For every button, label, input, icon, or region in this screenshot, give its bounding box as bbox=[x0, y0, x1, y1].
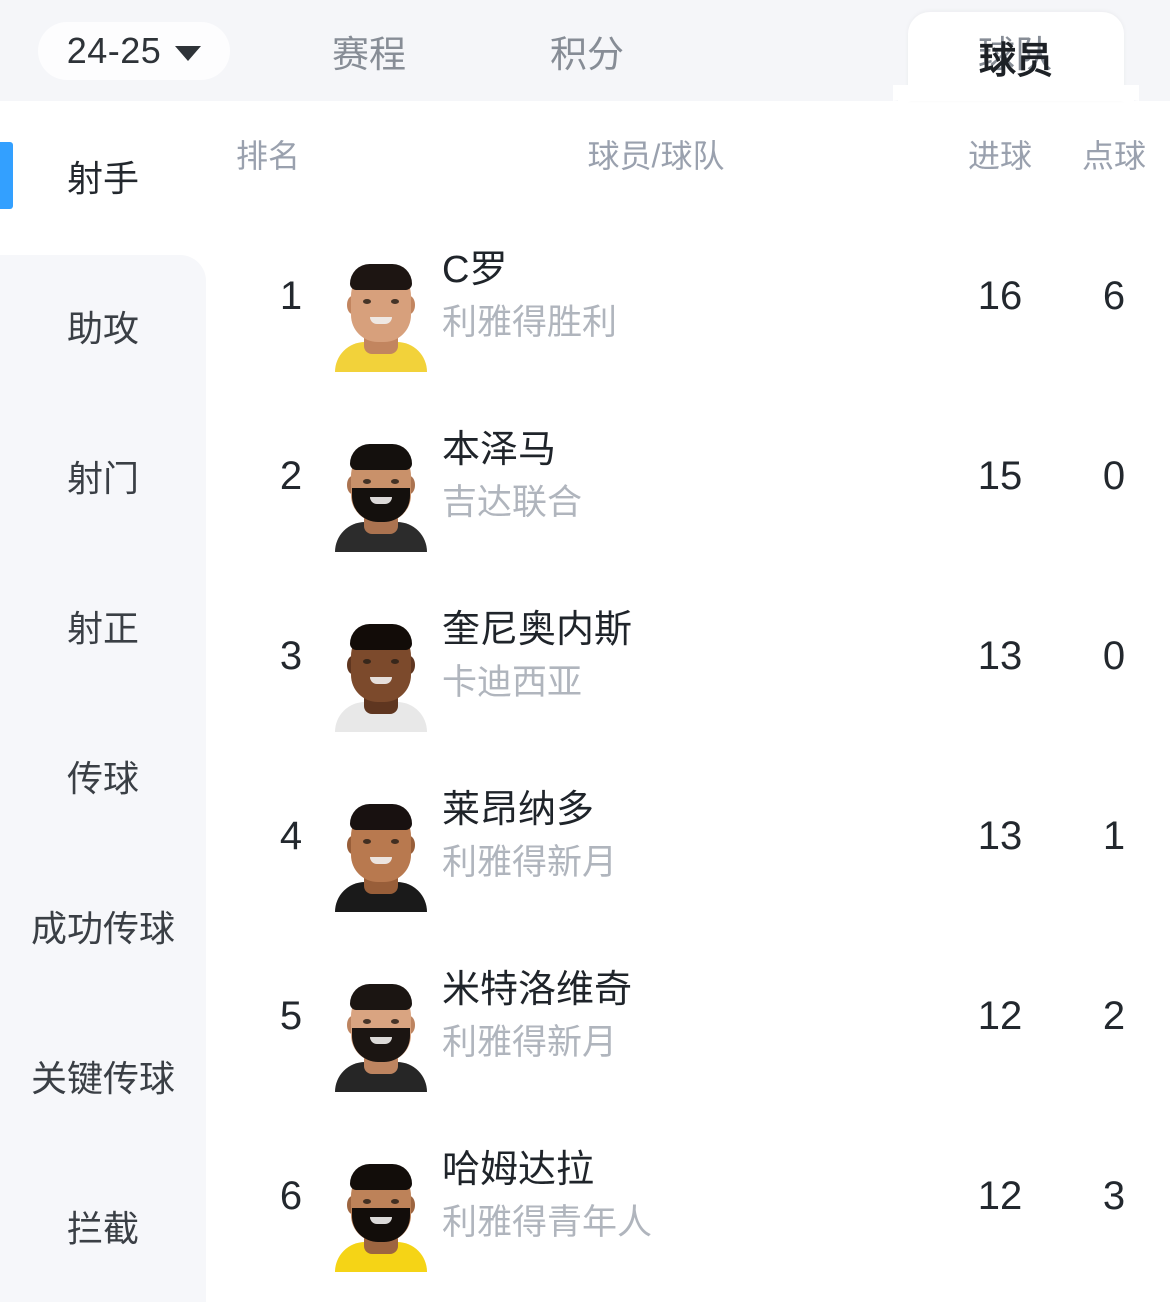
cell-goals: 16 bbox=[977, 273, 1023, 318]
cell-goals: 12 bbox=[977, 1173, 1023, 1218]
tab-bar: 赛程 积分 球员 球队 bbox=[258, 0, 1170, 101]
cell-goals: 13 bbox=[977, 633, 1023, 678]
sidebar-item-scorers[interactable]: 射手 bbox=[0, 101, 206, 251]
table-row[interactable]: 3 奎尼奥内斯卡迪西亚 13 0 bbox=[206, 566, 1170, 746]
column-header-player-team: 球员/球队 bbox=[587, 137, 725, 174]
player-name: 哈姆达拉 bbox=[442, 1149, 595, 1192]
sidebar-item-label: 关键传球 bbox=[30, 1058, 175, 1099]
sidebar-item-shots[interactable]: 射门 bbox=[0, 401, 206, 551]
player-name: 奎尼奥内斯 bbox=[442, 609, 633, 652]
tab-players-label: 球员 bbox=[979, 39, 1053, 81]
sidebar-item-shots-on-target[interactable]: 射正 bbox=[0, 551, 206, 701]
column-header-rank: 排名 bbox=[236, 137, 301, 174]
sidebar-item-label: 射门 bbox=[66, 458, 139, 499]
player-name: C罗 bbox=[442, 249, 508, 292]
sidebar-panel-background bbox=[0, 255, 206, 1302]
sidebar-item-label: 助攻 bbox=[66, 308, 139, 349]
cell-rank: 1 bbox=[279, 273, 303, 318]
player-team: 利雅得新月 bbox=[442, 1022, 618, 1062]
cell-rank: 4 bbox=[279, 813, 303, 858]
player-photo-hamdallah bbox=[335, 1106, 427, 1286]
cell-penalties: 6 bbox=[1102, 273, 1126, 318]
cell-penalties: 3 bbox=[1102, 1173, 1126, 1218]
active-tab-background bbox=[893, 12, 1139, 101]
cell-penalties: 0 bbox=[1102, 633, 1126, 678]
active-indicator-bar bbox=[0, 142, 13, 209]
player-name: 莱昂纳多 bbox=[442, 789, 595, 832]
sidebar-item-passes[interactable]: 传球 bbox=[0, 701, 206, 851]
tab-teams-label: 球队 bbox=[978, 33, 1052, 75]
table-row[interactable]: 1 C罗利雅得胜利 16 6 bbox=[206, 206, 1170, 386]
cell-player-info: C罗利雅得胜利 bbox=[442, 206, 912, 386]
tab-schedule[interactable]: 赛程 bbox=[258, 0, 480, 101]
sidebar-item-label: 传球 bbox=[66, 758, 139, 799]
table-row[interactable]: 6 哈姆达拉利雅得青年人 12 3 bbox=[206, 1106, 1170, 1286]
player-name: 本泽马 bbox=[442, 429, 557, 472]
cell-player-info: 莱昂纳多 利雅得新月 bbox=[442, 746, 912, 926]
cell-goals: 13 bbox=[977, 813, 1023, 858]
cell-rank: 5 bbox=[279, 993, 303, 1038]
stat-category-sidebar: 射手 助攻 射门 射正 传球 成功传球 关键传球 拦截 bbox=[0, 101, 206, 1302]
sidebar-item-key-passes[interactable]: 关键传球 bbox=[0, 1001, 206, 1151]
player-team: 吉达联合 bbox=[442, 482, 583, 522]
player-name: 米特洛维奇 bbox=[442, 969, 633, 1012]
cell-rank: 6 bbox=[279, 1173, 303, 1218]
cell-penalties: 2 bbox=[1102, 993, 1126, 1038]
player-photo-cristiano-ronaldo bbox=[335, 206, 427, 386]
tab-teams[interactable]: 球队 bbox=[908, 0, 1122, 101]
sidebar-item-label: 拦截 bbox=[66, 1208, 139, 1249]
table-row[interactable]: 4 莱昂纳多利雅得新月 13 1 bbox=[206, 746, 1170, 926]
chevron-down-icon bbox=[175, 45, 202, 61]
sidebar-item-successful-passes[interactable]: 成功传球 bbox=[0, 851, 206, 1001]
cell-rank: 3 bbox=[279, 633, 303, 678]
table-row[interactable]: 5 米特洛维奇利雅得新月 12 2 bbox=[206, 926, 1170, 1106]
tab-standings-label: 积分 bbox=[550, 33, 624, 75]
cell-penalties: 1 bbox=[1102, 813, 1126, 858]
season-selector[interactable]: 24-25 bbox=[38, 22, 230, 80]
player-team: 利雅得新月 bbox=[442, 842, 618, 882]
player-photo-quinones bbox=[335, 566, 427, 746]
player-photo-mitrovic bbox=[335, 926, 427, 1106]
season-label: 24-25 bbox=[66, 30, 162, 71]
player-photo-leonardo bbox=[335, 746, 427, 926]
cell-goals: 15 bbox=[977, 453, 1023, 498]
column-header-goals: 进球 bbox=[967, 137, 1032, 174]
sidebar-item-interceptions[interactable]: 拦截 bbox=[0, 1151, 206, 1301]
sidebar-item-label: 射手 bbox=[66, 158, 139, 199]
table-body: 1 C罗 利雅得胜利 16 6 2 本泽马 吉达联合 15 0 3 奎尼奥内斯 卡迪西亚 13 0 4 莱昂纳多… bbox=[206, 206, 1170, 1286]
tab-players[interactable]: 球员 bbox=[908, 12, 1124, 101]
cell-goals: 12 bbox=[977, 993, 1023, 1038]
player-team: 利雅得青年人 bbox=[442, 1202, 653, 1242]
table-header-row: 排名 球员/球队 进球 点球 bbox=[206, 101, 1170, 206]
top-bar: 24-25 赛程 积分 球员 球队 bbox=[0, 0, 1170, 101]
sidebar-item-label: 射正 bbox=[66, 608, 139, 649]
tab-standings[interactable]: 积分 bbox=[480, 0, 694, 101]
scorers-table: 排名 球员/球队 进球 点球 1 C罗 利雅得胜利 16 6 2 本泽马 吉达联合 15 0 3 奎尼… bbox=[206, 101, 1170, 1302]
column-header-penalties: 点球 bbox=[1081, 137, 1146, 174]
cell-penalties: 0 bbox=[1102, 453, 1126, 498]
table-row[interactable]: 2 本泽马吉达联合 15 0 bbox=[206, 386, 1170, 566]
cell-player-info: 哈姆达拉利雅得青年人 bbox=[442, 1106, 912, 1286]
sidebar-item-label: 成功传球 bbox=[30, 908, 175, 949]
player-team: 利雅得胜利 bbox=[442, 302, 618, 342]
cell-player-info: 本泽马 吉达联合 bbox=[442, 386, 912, 566]
cell-player-info: 米特洛维奇利雅得新月 bbox=[442, 926, 912, 1106]
sidebar-item-assists[interactable]: 助攻 bbox=[0, 251, 206, 401]
tab-schedule-label: 赛程 bbox=[332, 33, 406, 75]
player-photo-benzema bbox=[335, 386, 427, 566]
cell-rank: 2 bbox=[279, 453, 303, 498]
cell-player-info: 奎尼奥内斯 卡迪西亚 bbox=[442, 566, 912, 746]
player-team: 卡迪西亚 bbox=[442, 662, 583, 702]
